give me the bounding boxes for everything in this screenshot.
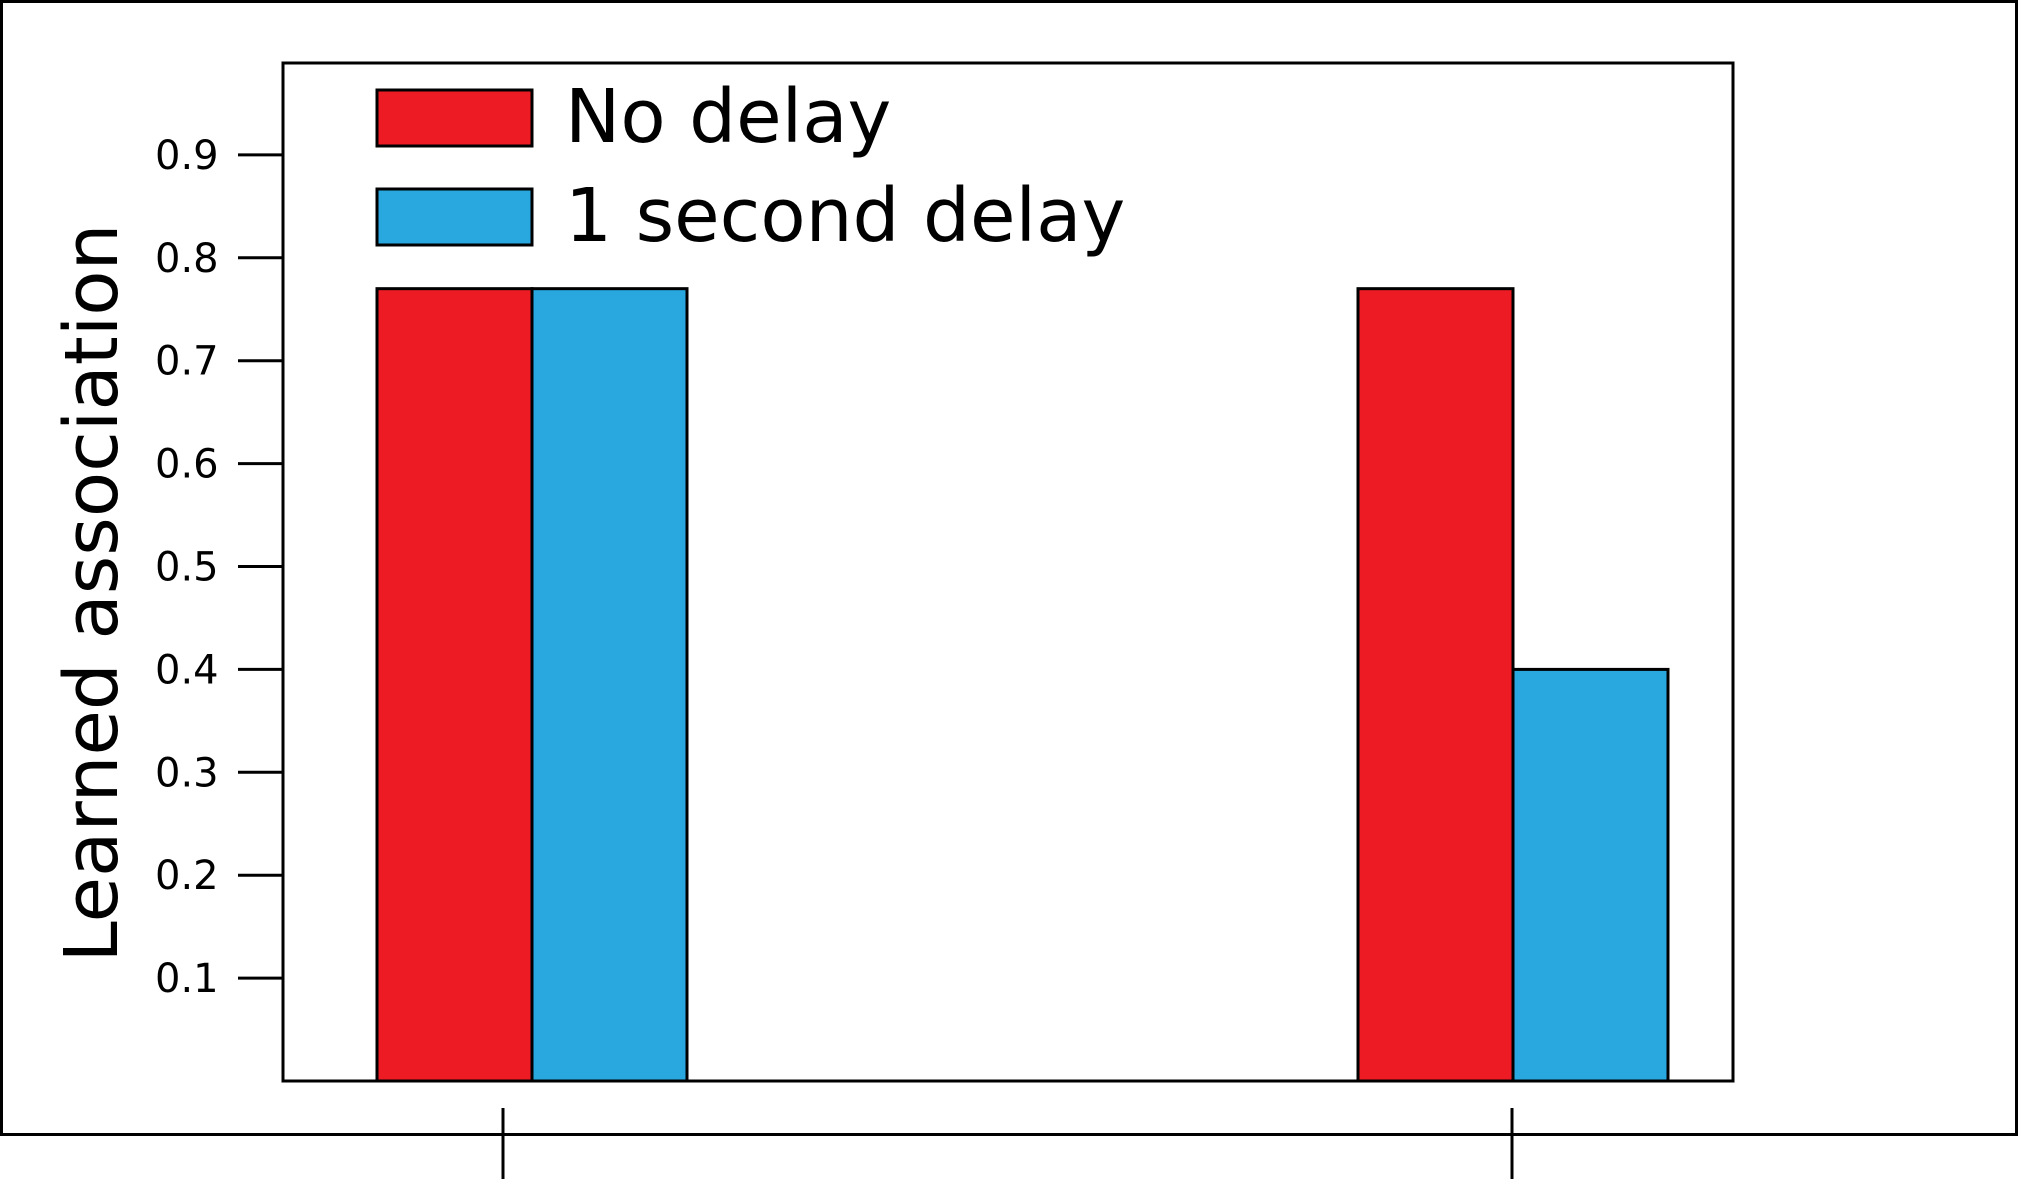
legend-swatch-no-delay: [375, 88, 534, 148]
legend-swatch-1-second-delay: [375, 187, 534, 247]
y-axis-ticks: 0.1 0.2 0.3 0.4 0.5 0.6 0.7 0.8 0.9: [155, 133, 283, 1002]
legend-label-no-delay: No delay: [565, 74, 891, 160]
y-tick-label: 0.2: [155, 853, 219, 899]
bar-1-second-delay-group-2: [1511, 667, 1670, 1083]
legend: No delay 1 second delay: [375, 74, 1125, 259]
y-axis-label: Learned association: [49, 224, 135, 963]
figure-frame: [0, 0, 2018, 1136]
legend-label-1-second-delay: 1 second delay: [565, 173, 1125, 259]
y-tick-label: 0.6: [155, 442, 219, 488]
y-tick-label: 0.7: [155, 339, 219, 385]
x-axis-ticks: [501, 1108, 1514, 1179]
y-tick-label: 0.4: [155, 647, 219, 693]
bars-group: [375, 287, 1670, 1083]
y-tick-label: 0.1: [155, 956, 219, 1002]
y-tick-label: 0.8: [155, 236, 219, 282]
bar-no-delay-group-1: [375, 287, 534, 1083]
bar-1-second-delay-group-1: [530, 287, 689, 1083]
y-tick-label: 0.3: [155, 750, 219, 796]
bar-no-delay-group-2: [1356, 287, 1515, 1083]
y-tick-label: 0.9: [155, 133, 219, 179]
y-tick-label: 0.5: [155, 545, 219, 591]
